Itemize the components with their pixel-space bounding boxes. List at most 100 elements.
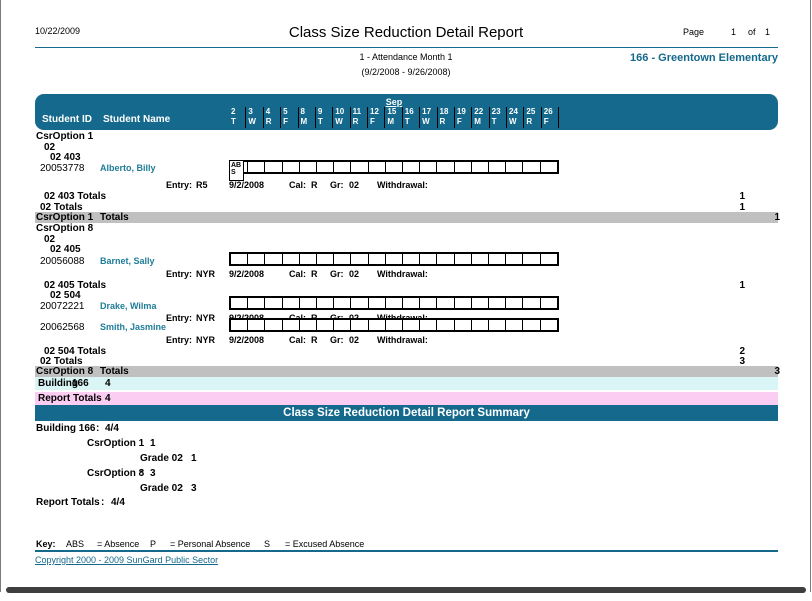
report-totals-bar: Report Totals 4: [35, 392, 778, 405]
entry-label: Entry:: [166, 269, 193, 279]
day-column: 12 F: [368, 107, 386, 128]
option-totals-value: 3: [774, 366, 780, 377]
column-header-student-name: Student Name: [103, 114, 171, 125]
student-id: 20053778: [40, 163, 85, 174]
attendance-cell: [403, 320, 421, 330]
attendance-cell: [506, 298, 524, 308]
student-name: Barnet, Sally: [100, 256, 155, 266]
attendance-cell: [351, 320, 369, 330]
attendance-cell: [523, 320, 541, 330]
attendance-cell: [420, 254, 438, 264]
day-number: 17: [422, 107, 432, 116]
attendance-cell: [437, 254, 455, 264]
day-number: 12: [370, 107, 379, 116]
day-columns: 2 T 3 W 4 R 5 F 8 M 9 T 10 W 11: [229, 107, 560, 128]
attendance-cell: [386, 298, 404, 308]
day-number: 4: [265, 107, 271, 116]
day-weekday: F: [543, 117, 549, 126]
attendance-cell: [300, 254, 318, 264]
cal-value: R: [311, 269, 318, 279]
attendance-cell: [472, 162, 490, 172]
attendance-cell: [541, 254, 557, 264]
summary-colon: :: [140, 438, 144, 449]
attendance-month: 1 - Attendance Month 1: [359, 52, 453, 62]
day-column: 26 F: [542, 107, 560, 128]
entry-code: NYR: [196, 335, 216, 345]
attendance-cell: [437, 162, 455, 172]
summary-line-value: 1: [191, 453, 197, 464]
day-number: 23: [491, 107, 501, 116]
day-weekday: F: [456, 117, 462, 126]
attendance-cell: [541, 298, 557, 308]
attendance-cell: [265, 254, 283, 264]
attendance-cell: [455, 298, 472, 308]
attendance-cell: [334, 298, 352, 308]
day-column: 17 W: [420, 107, 438, 128]
gr-value: 02: [349, 269, 360, 279]
group-section-403: 02 403: [50, 152, 81, 163]
attendance-cell: [489, 320, 507, 330]
summary-building-value: 4/4: [105, 423, 119, 434]
day-weekday: F: [370, 117, 375, 126]
summary-line-label: Grade 02: [140, 483, 183, 494]
gr-label: Gr:: [330, 335, 344, 345]
entry-label: Entry:: [166, 313, 193, 323]
grade-totals-label: 02 Totals: [40, 356, 83, 367]
attendance-cell: [506, 254, 524, 264]
page-total: 1: [765, 27, 771, 37]
report-date: 10/22/2009: [35, 26, 81, 36]
gr-value: 02: [349, 335, 360, 345]
day-weekday: R: [439, 117, 446, 126]
attendance-cell: [351, 254, 369, 264]
grade-totals-label: 02 Totals: [40, 202, 83, 213]
header-rule: [35, 47, 778, 48]
day-column: 18 R: [438, 107, 455, 128]
day-column: 3 W: [246, 107, 264, 128]
footer-rule: [35, 550, 778, 552]
attendance-cell: [403, 162, 421, 172]
day-column: 2 T: [229, 107, 247, 128]
day-number: 26: [543, 107, 553, 116]
day-weekday: R: [265, 117, 272, 126]
grade-totals-value: 1: [739, 202, 745, 213]
building-totals-bar: Building 166 4: [35, 377, 778, 390]
withdrawal-label: Withdrawal:: [377, 269, 428, 279]
copyright-link[interactable]: Copyright 2000 - 2009 SunGard Public Sec…: [35, 555, 219, 565]
day-weekday: W: [509, 117, 517, 126]
attendance-cell: [351, 162, 369, 172]
attendance-cell: [248, 254, 266, 264]
attendance-cell: [386, 254, 404, 264]
report-totals-label: Report Totals: [38, 393, 102, 404]
summary-report-value: 4/4: [111, 497, 125, 508]
building-totals-label: Building: [38, 378, 78, 389]
attendance-cell: [231, 298, 249, 308]
student-id: 20062568: [40, 322, 85, 333]
entry-code: NYR: [196, 313, 216, 323]
attendance-cell: [369, 298, 386, 308]
key-desc-excused-absence: = Excused Absence: [285, 539, 365, 549]
key-code-p: P: [150, 539, 157, 549]
attendance-grid: [229, 252, 559, 266]
grade-totals-value: 3: [739, 356, 745, 367]
attendance-cell: [506, 320, 524, 330]
section-totals-value: 2: [739, 346, 745, 357]
attendance-cell: [283, 254, 300, 264]
attendance-cell: [455, 320, 472, 330]
attendance-cell: [317, 320, 335, 330]
attendance-cell: [283, 298, 300, 308]
attendance-cell: [231, 162, 249, 172]
key-code-s: S: [264, 539, 271, 549]
page-label: Page: [683, 27, 705, 37]
attendance-cell: [317, 162, 335, 172]
attendance-cell: [541, 320, 557, 330]
day-number: 11: [352, 107, 362, 116]
day-number: 5: [283, 107, 288, 116]
section-totals-label: 02 403 Totals: [44, 191, 107, 202]
entry-code: NYR: [196, 269, 216, 279]
attendance-cell: [283, 162, 300, 172]
group-csroption1: CsrOption 1: [36, 131, 94, 142]
cal-label: Cal:: [289, 180, 307, 190]
attendance-cell: [386, 320, 404, 330]
summary-report-label: Report Totals: [36, 497, 100, 508]
attendance-cell: [317, 254, 335, 264]
